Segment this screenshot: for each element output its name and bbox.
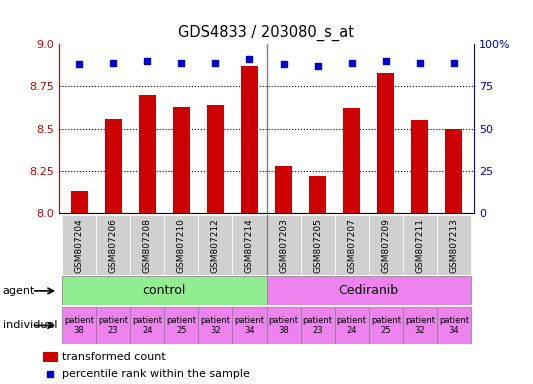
- Bar: [62, 307, 96, 344]
- Bar: [309, 176, 326, 213]
- Bar: [266, 215, 301, 275]
- Bar: [62, 215, 96, 275]
- Text: patient
25: patient 25: [371, 316, 401, 335]
- Point: [245, 56, 254, 63]
- Text: GSM807209: GSM807209: [381, 218, 390, 273]
- Bar: [198, 215, 232, 275]
- Bar: [130, 307, 164, 344]
- Point: [211, 60, 220, 66]
- Text: individual: individual: [3, 320, 57, 331]
- Bar: [139, 95, 156, 213]
- Bar: [275, 166, 292, 213]
- Bar: [377, 73, 394, 213]
- Bar: [130, 215, 164, 275]
- Point: [75, 61, 83, 68]
- Text: patient
23: patient 23: [98, 316, 128, 335]
- Text: GSM807210: GSM807210: [177, 218, 186, 273]
- Bar: [43, 352, 58, 362]
- Text: patient
24: patient 24: [132, 316, 162, 335]
- Text: GSM807207: GSM807207: [347, 218, 356, 273]
- Bar: [403, 307, 437, 344]
- Text: patient
38: patient 38: [269, 316, 298, 335]
- Point: [279, 61, 288, 68]
- Point: [382, 58, 390, 64]
- Text: GSM807204: GSM807204: [75, 218, 84, 273]
- Bar: [369, 307, 403, 344]
- Point: [416, 60, 424, 66]
- Text: Cediranib: Cediranib: [338, 285, 399, 297]
- Bar: [266, 307, 301, 344]
- Text: patient
24: patient 24: [337, 316, 367, 335]
- Bar: [403, 215, 437, 275]
- Text: patient
32: patient 32: [405, 316, 435, 335]
- Bar: [411, 120, 429, 213]
- Point: [450, 60, 458, 66]
- Point: [348, 60, 356, 66]
- Text: patient
23: patient 23: [303, 316, 333, 335]
- Text: GSM807205: GSM807205: [313, 218, 322, 273]
- Bar: [164, 307, 198, 344]
- Bar: [335, 307, 369, 344]
- Bar: [164, 215, 198, 275]
- Text: patient
25: patient 25: [166, 316, 196, 335]
- Bar: [173, 107, 190, 213]
- Text: transformed count: transformed count: [62, 352, 166, 362]
- Bar: [437, 215, 471, 275]
- Bar: [335, 215, 369, 275]
- Bar: [266, 276, 471, 305]
- Bar: [104, 119, 122, 213]
- Bar: [343, 108, 360, 213]
- Bar: [232, 215, 266, 275]
- Text: GSM807211: GSM807211: [415, 218, 424, 273]
- Bar: [301, 215, 335, 275]
- Text: patient
34: patient 34: [235, 316, 264, 335]
- Bar: [232, 307, 266, 344]
- Bar: [96, 307, 130, 344]
- Text: patient
32: patient 32: [200, 316, 230, 335]
- Bar: [96, 215, 130, 275]
- Point: [109, 60, 117, 66]
- Text: agent: agent: [3, 286, 35, 296]
- Point: [313, 63, 322, 69]
- Text: GSM807208: GSM807208: [143, 218, 152, 273]
- Bar: [369, 215, 403, 275]
- Bar: [62, 276, 266, 305]
- Title: GDS4833 / 203080_s_at: GDS4833 / 203080_s_at: [179, 25, 354, 41]
- Text: GSM807212: GSM807212: [211, 218, 220, 273]
- Bar: [207, 105, 224, 213]
- Text: GSM807214: GSM807214: [245, 218, 254, 273]
- Text: percentile rank within the sample: percentile rank within the sample: [62, 369, 250, 379]
- Bar: [437, 307, 471, 344]
- Text: patient
38: patient 38: [64, 316, 94, 335]
- Point: [46, 371, 54, 377]
- Text: patient
34: patient 34: [439, 316, 469, 335]
- Text: GSM807213: GSM807213: [449, 218, 458, 273]
- Point: [177, 60, 185, 66]
- Bar: [446, 129, 463, 213]
- Text: GSM807203: GSM807203: [279, 218, 288, 273]
- Bar: [241, 66, 258, 213]
- Text: GSM807206: GSM807206: [109, 218, 118, 273]
- Bar: [70, 191, 87, 213]
- Text: control: control: [143, 285, 186, 297]
- Point: [143, 58, 151, 64]
- Bar: [198, 307, 232, 344]
- Bar: [301, 307, 335, 344]
